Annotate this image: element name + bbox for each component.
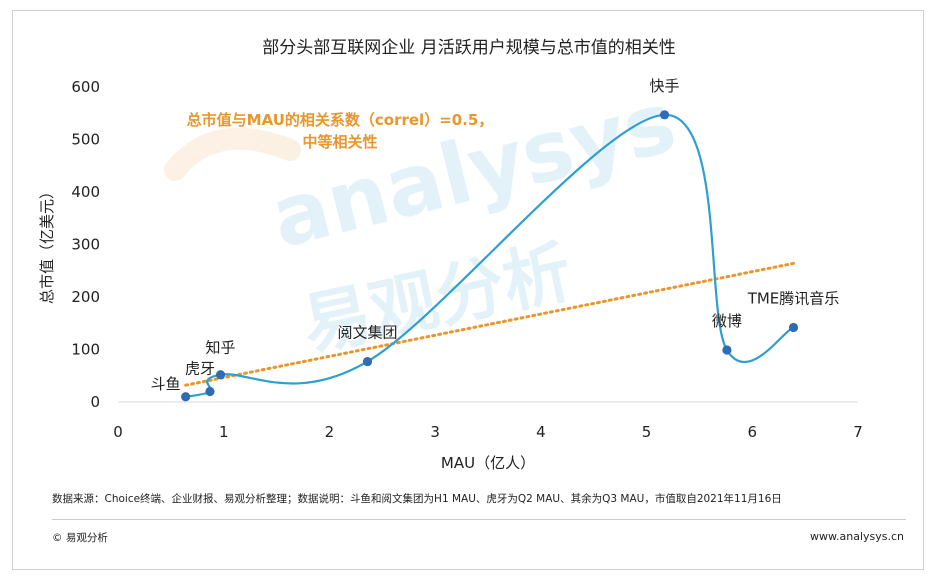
x-tick-label: 7: [853, 423, 863, 441]
x-tick-label: 0: [113, 423, 123, 441]
x-tick-label: 3: [430, 423, 440, 441]
source-note: 数据来源：Choice终端、企业财报、易观分析整理；数据说明：斗鱼和阅文集团为H…: [52, 493, 782, 505]
data-point-label: 知乎: [206, 339, 236, 357]
data-point: [722, 345, 732, 355]
data-points: [181, 110, 799, 402]
y-axis-ticks: 0 100 200 300 400 500 600: [71, 78, 100, 411]
data-point: [205, 386, 215, 397]
series-curve: [185, 113, 795, 398]
y-tick-label: 400: [71, 183, 100, 201]
chart-frame: [12, 10, 924, 570]
data-point: [181, 392, 191, 402]
data-point-label: 阅文集团: [337, 324, 397, 342]
y-tick-label: 600: [71, 78, 100, 96]
data-point: [362, 356, 373, 367]
copyright: © 易观分析: [52, 532, 108, 544]
data-point: [788, 322, 799, 333]
data-point-label: 虎牙: [185, 360, 215, 378]
watermark-logo-arc: [164, 127, 301, 181]
data-point-label: 快手: [650, 77, 680, 95]
y-tick-label: 0: [90, 393, 100, 411]
chart-title: 部分头部互联网企业 月活跃用户规模与总市值的相关性: [262, 38, 675, 58]
x-tick-label: 5: [642, 423, 652, 441]
data-point: [659, 110, 670, 120]
y-tick-label: 300: [71, 236, 100, 254]
data-point-label: 微博: [712, 312, 742, 330]
x-tick-label: 4: [536, 423, 546, 441]
correlation-annotation-line1: 总市值与MAU的相关系数（correl）=0.5，: [187, 111, 494, 129]
data-point-label: 斗鱼: [151, 375, 181, 393]
x-axis-label: MAU（亿人）: [441, 454, 535, 472]
y-tick-label: 100: [71, 341, 100, 359]
x-tick-label: 6: [748, 423, 758, 441]
x-tick-label: 2: [325, 423, 335, 441]
y-tick-label: 500: [71, 131, 100, 149]
correlation-annotation-line2: 中等相关性: [302, 133, 377, 151]
x-axis-ticks: 0 1 2 3 4 5 6 7: [113, 423, 863, 441]
x-tick-label: 1: [219, 423, 229, 441]
data-point: [215, 370, 226, 380]
website-link[interactable]: www.analysys.cn: [810, 530, 904, 543]
watermark-latin: analysys: [262, 73, 685, 268]
trendline: [184, 261, 796, 387]
y-tick-label: 200: [71, 288, 100, 306]
data-point-label: TME腾讯音乐: [747, 289, 840, 307]
footer-divider: [52, 519, 906, 520]
y-axis-label: 总市值（亿美元）: [38, 184, 56, 304]
